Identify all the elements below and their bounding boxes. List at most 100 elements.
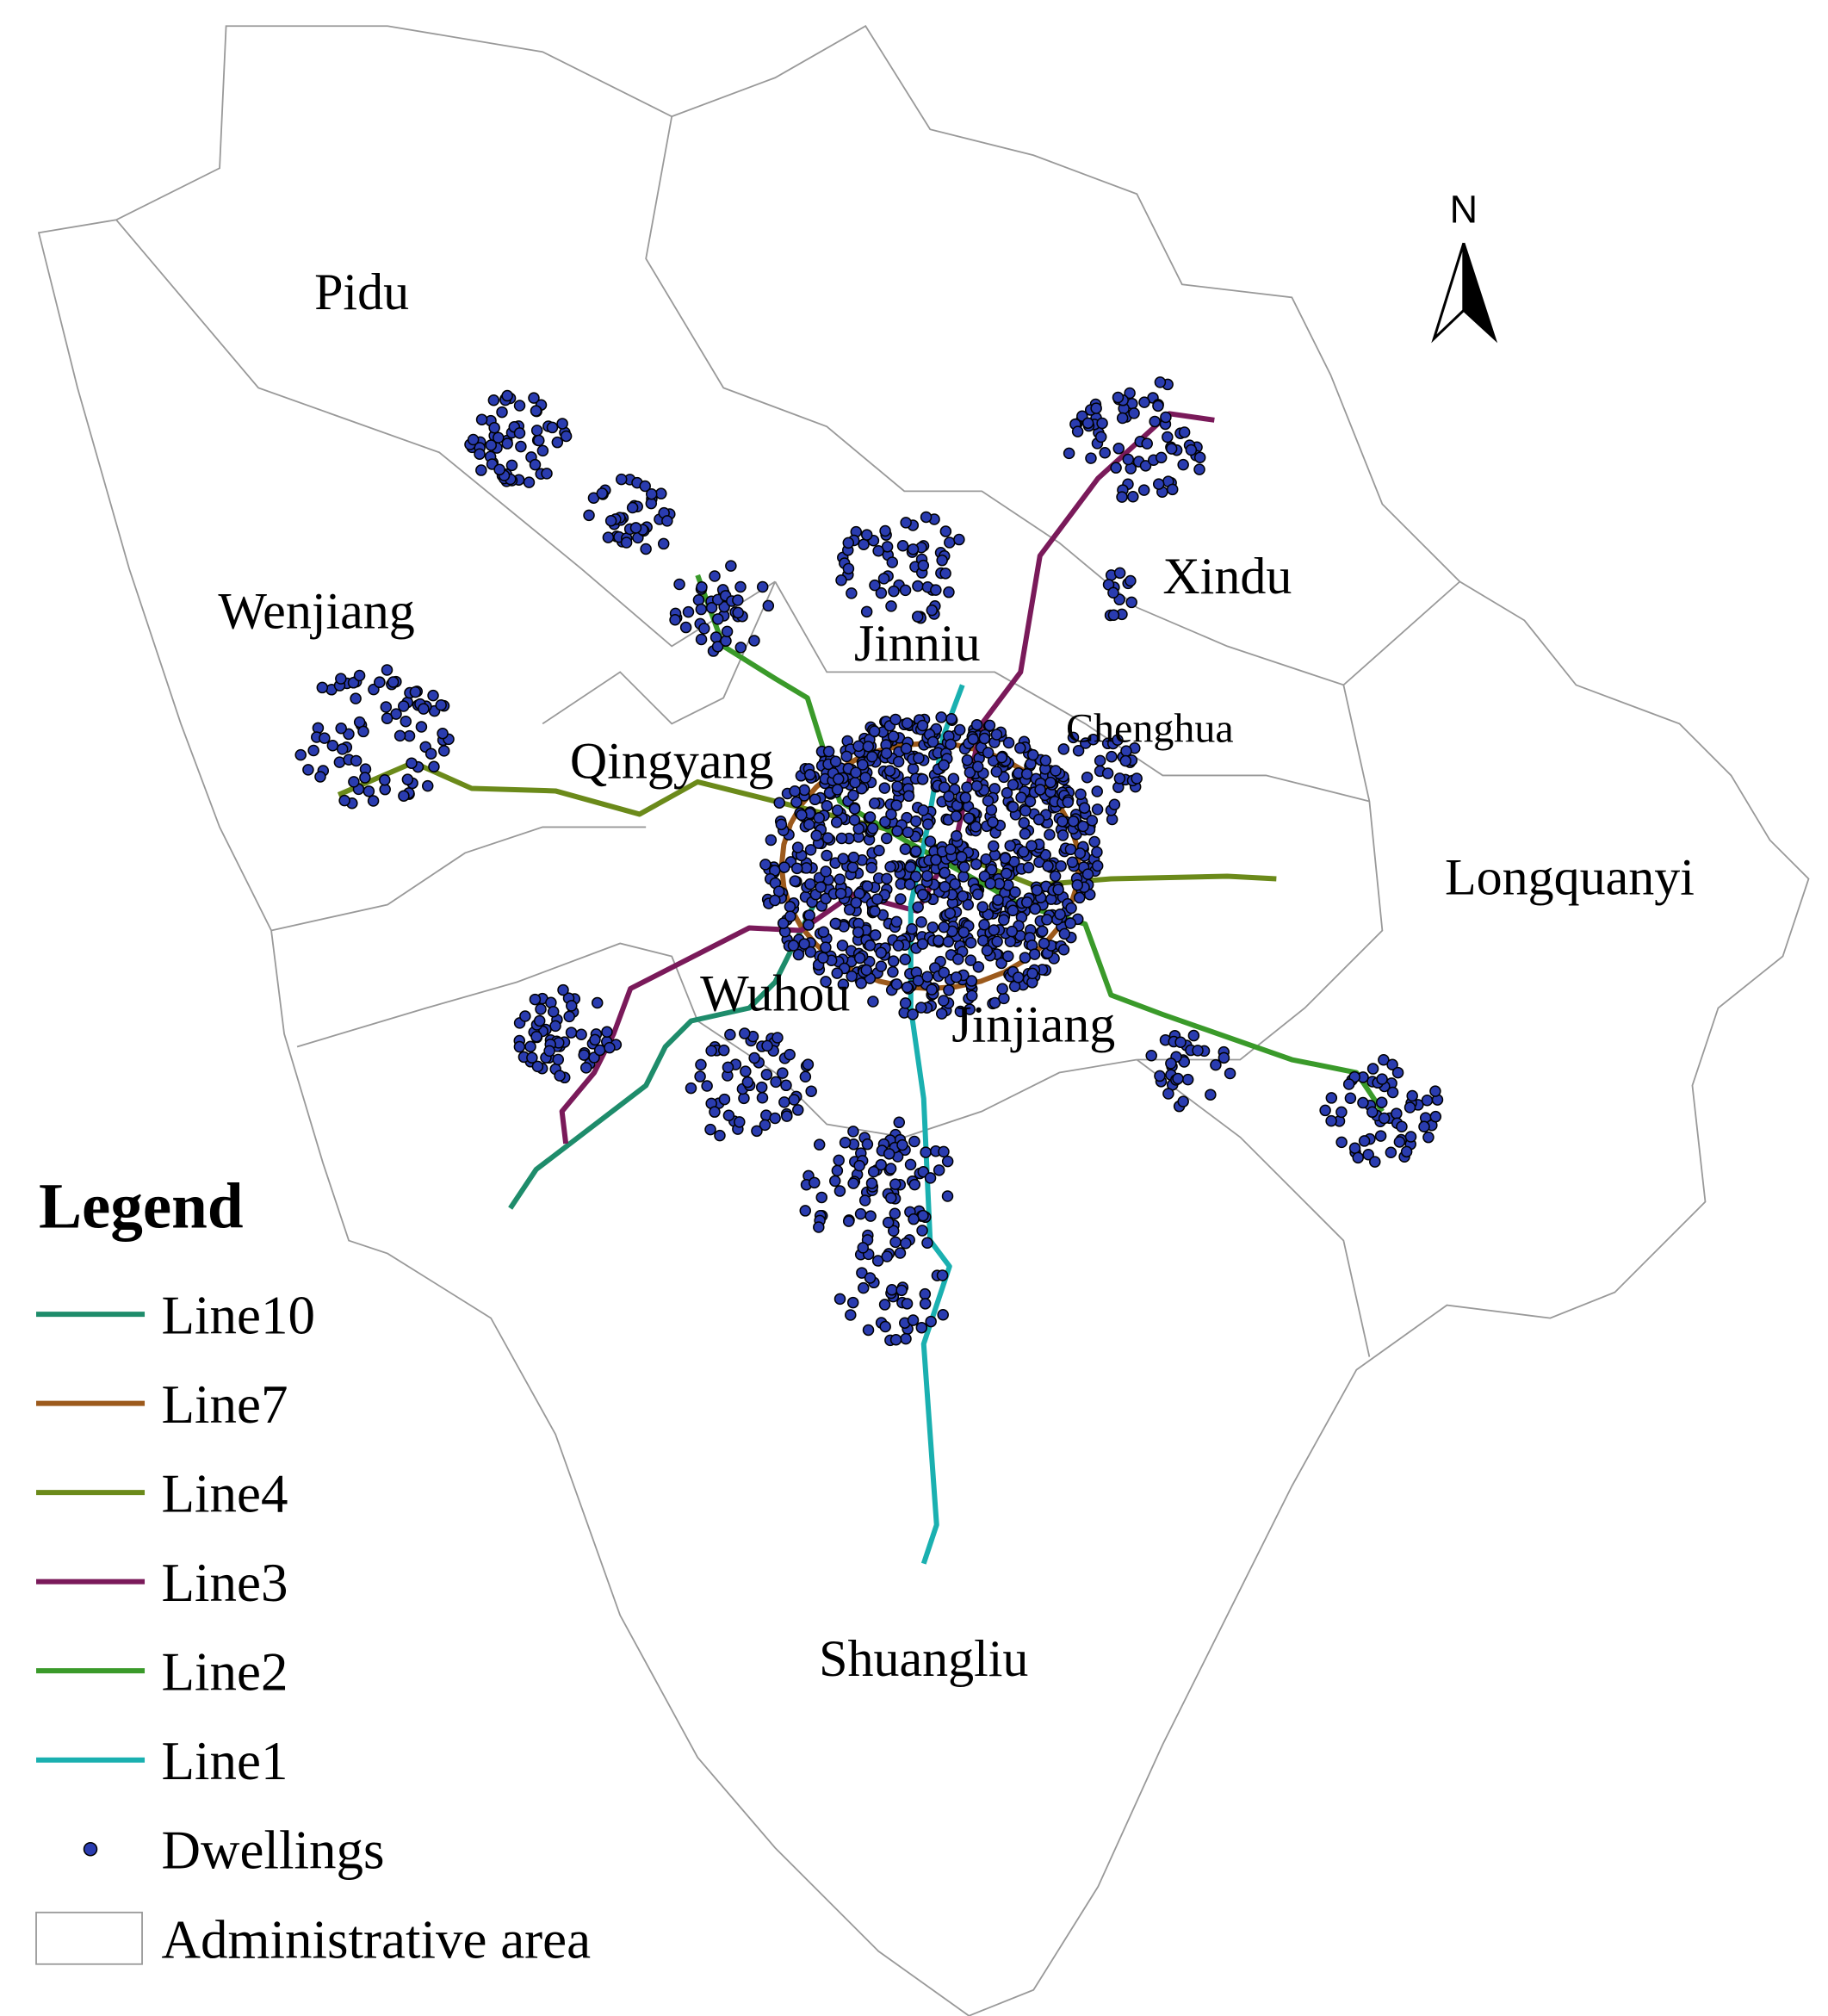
- dwelling: [1091, 785, 1103, 797]
- dwelling: [978, 919, 990, 931]
- dwelling: [952, 953, 964, 965]
- dwelling: [891, 780, 903, 792]
- dwelling: [1131, 772, 1143, 785]
- dwelling: [336, 743, 349, 755]
- dwelling: [875, 946, 888, 959]
- dwelling: [485, 439, 498, 451]
- dwelling: [861, 880, 874, 892]
- dwelling: [790, 862, 803, 875]
- dwelling: [513, 400, 526, 412]
- dwelling: [848, 814, 861, 826]
- legend-label: Line1: [162, 1731, 288, 1791]
- dwelling: [1166, 483, 1179, 496]
- dwelling: [556, 418, 568, 430]
- dwelling: [985, 864, 998, 876]
- dwelling: [583, 509, 595, 522]
- dwelling: [755, 1081, 768, 1094]
- dwelling: [1007, 904, 1019, 917]
- dwelling: [881, 872, 893, 885]
- boundary: [270, 826, 647, 932]
- dwelling: [400, 715, 412, 728]
- dwelling: [902, 826, 914, 839]
- dwelling: [1404, 1101, 1416, 1113]
- dwelling: [343, 728, 355, 741]
- dwelling: [1072, 744, 1085, 757]
- dwelling: [862, 741, 875, 753]
- dwelling: [722, 1061, 734, 1074]
- dwelling: [919, 1298, 932, 1310]
- dwelling: [523, 476, 536, 488]
- dwelling: [1362, 1149, 1374, 1161]
- dwelling: [980, 853, 992, 865]
- dwelling: [889, 713, 902, 726]
- dwelling: [1391, 1107, 1403, 1120]
- dwelling: [1116, 412, 1129, 425]
- dwelling: [1001, 867, 1013, 880]
- dwelling: [1375, 1096, 1388, 1108]
- dwelling: [790, 796, 802, 809]
- dwelling: [770, 1076, 782, 1089]
- dwelling: [1075, 788, 1087, 800]
- dwelling: [712, 613, 724, 625]
- dwelling: [1002, 736, 1015, 749]
- dwelling: [970, 779, 983, 792]
- dwelling: [575, 1028, 587, 1041]
- dwelling: [858, 1194, 871, 1206]
- dwelling: [924, 1172, 937, 1184]
- district-label: Wuhou: [700, 965, 850, 1022]
- dwelling: [316, 681, 329, 694]
- dwelling: [513, 1040, 526, 1053]
- dwelling: [900, 1332, 912, 1345]
- dwelling: [1066, 856, 1079, 869]
- dwelling: [760, 1069, 773, 1081]
- dwelling: [1393, 1136, 1406, 1148]
- dwelling: [1378, 1112, 1391, 1125]
- dwelling: [992, 894, 1004, 906]
- dwelling: [1017, 846, 1030, 858]
- dwelling: [1128, 407, 1140, 419]
- dwelling: [780, 1079, 792, 1092]
- dwelling: [547, 1005, 560, 1018]
- dwelling: [673, 578, 685, 591]
- dwelling: [882, 1216, 895, 1229]
- dwelling: [1085, 452, 1097, 464]
- dwelling: [474, 448, 486, 460]
- dwelling: [596, 487, 609, 499]
- dwelling: [798, 938, 810, 950]
- dwelling: [543, 1045, 555, 1058]
- dwelling: [1218, 1051, 1230, 1064]
- dwelling: [717, 1044, 730, 1057]
- dwelling: [1028, 948, 1041, 960]
- dwelling: [424, 747, 437, 760]
- dwelling: [939, 866, 951, 879]
- dwelling: [912, 901, 924, 914]
- dwelling: [957, 871, 970, 883]
- dwelling: [1429, 1110, 1442, 1123]
- dwelling: [875, 960, 888, 972]
- dwelling: [802, 919, 815, 931]
- dwellings: [294, 376, 1444, 1347]
- dwelling: [1112, 443, 1125, 455]
- dwelling: [904, 861, 917, 873]
- dwelling: [1022, 861, 1035, 874]
- dwelling: [852, 926, 864, 939]
- dwelling: [912, 580, 924, 592]
- dwelling: [835, 832, 848, 845]
- dwelling: [725, 560, 737, 572]
- dwelling: [593, 1044, 606, 1057]
- dwelling: [849, 776, 861, 789]
- dwelling: [1058, 927, 1071, 940]
- dwelling: [1086, 815, 1099, 827]
- dwelling: [701, 1080, 713, 1092]
- dwelling: [839, 1137, 852, 1149]
- dwelling: [936, 1269, 949, 1281]
- dwelling: [557, 983, 569, 996]
- dwelling: [1014, 741, 1026, 754]
- dwelling: [535, 1003, 547, 1015]
- dwelling: [850, 766, 862, 778]
- dwelling: [831, 967, 843, 979]
- dwelling: [900, 1237, 912, 1250]
- dwelling: [1087, 733, 1100, 746]
- dwelling: [1162, 431, 1174, 444]
- dwelling: [820, 865, 832, 878]
